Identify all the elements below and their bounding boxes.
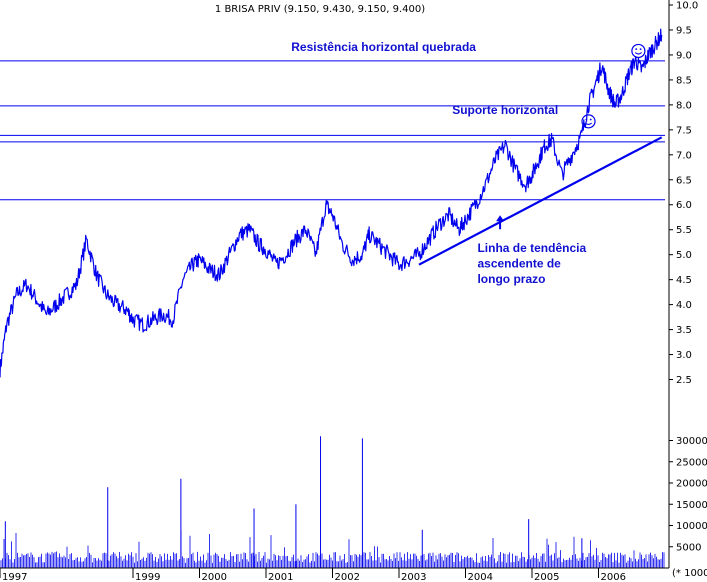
annotation-1: Suporte horizontal <box>452 103 558 117</box>
price-tick-label-3: 8.5 <box>676 75 692 86</box>
x-tick-label-8: 2006 <box>601 572 626 582</box>
x-tick-label-0: 1997 <box>2 572 27 582</box>
price-tick-label-4: 8.0 <box>676 100 692 111</box>
x-tick-label-7: 2005 <box>534 572 559 582</box>
x-tick-label-5: 2003 <box>401 572 426 582</box>
annotation-0: Resistência horizontal quebrada <box>291 40 476 54</box>
annotation-2: Linha de tendência <box>477 241 586 255</box>
volume-unit-label: (* 1000) <box>672 568 707 579</box>
volume-tick-label-5: 5000 <box>676 542 701 553</box>
price-tick-label-6: 7.0 <box>676 150 692 161</box>
price-tick-label-1: 9.5 <box>676 25 692 36</box>
arrow-up-icon <box>496 215 505 230</box>
x-tick-label-3: 2001 <box>268 572 293 582</box>
volume-tick-label-2: 20000 <box>676 479 707 490</box>
volume-tick-label-0: 30000 <box>676 436 707 447</box>
x-tick-label-1: 1999 <box>135 572 160 582</box>
price-line <box>0 28 663 378</box>
price-series <box>0 28 663 378</box>
volume-tick-label-4: 10000 <box>676 521 707 532</box>
volume-tick-label-1: 25000 <box>676 457 707 468</box>
smiley-icon-2 <box>631 43 646 59</box>
price-tick-label-15: 2.5 <box>676 375 692 386</box>
x-tick-label-2: 2000 <box>202 572 227 582</box>
horizontal-lines <box>0 60 665 266</box>
price-tick-label-7: 6.5 <box>676 175 692 186</box>
x-tick-label-4: 2002 <box>335 572 360 582</box>
price-tick-label-5: 7.5 <box>676 125 692 136</box>
annotation-3: ascendente de <box>477 257 561 271</box>
volume-tick-label-3: 15000 <box>676 500 707 511</box>
price-tick-label-2: 9.0 <box>676 50 692 61</box>
price-tick-label-12: 4.0 <box>676 300 692 311</box>
price-tick-label-14: 3.0 <box>676 350 692 361</box>
price-tick-label-13: 3.5 <box>676 325 692 336</box>
smiley-icon-1 <box>581 114 596 129</box>
annotations: Resistência horizontal quebrada Suporte h… <box>291 40 646 286</box>
price-tick-label-10: 5.0 <box>676 250 692 261</box>
price-tick-label-11: 4.5 <box>676 275 692 286</box>
price-tick-label-0: 10.0 <box>676 1 698 12</box>
chart-title: 1 BRISA PRIV (9.150, 9.430, 9.150, 9.400… <box>215 4 425 15</box>
volume-baseline <box>0 530 665 568</box>
price-tick-label-9: 5.5 <box>676 225 692 236</box>
price-tick-label-8: 6.0 <box>676 200 692 211</box>
annotation-4: longo prazo <box>477 272 545 286</box>
trendline <box>418 136 663 266</box>
x-tick-label-6: 2004 <box>468 572 493 582</box>
volume-bars <box>0 436 665 568</box>
